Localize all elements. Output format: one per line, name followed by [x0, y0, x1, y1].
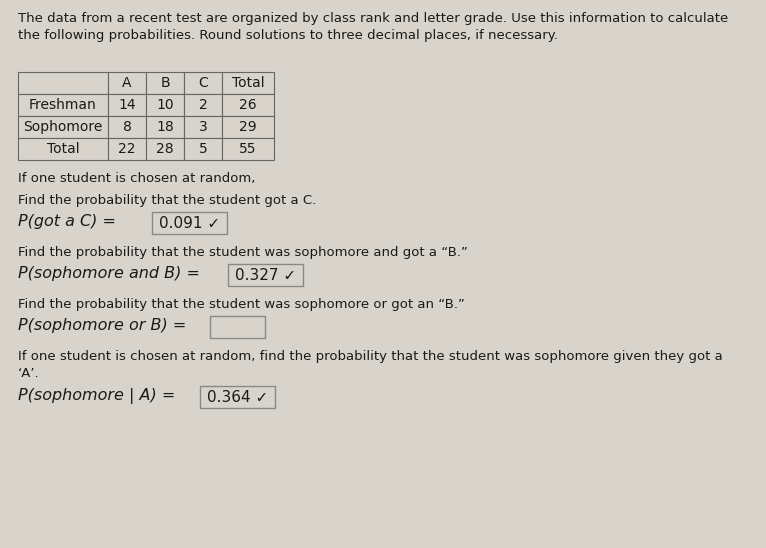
Bar: [228, 264, 303, 286]
Bar: [108, 72, 146, 94]
Text: P(got a C) =: P(got a C) =: [18, 214, 116, 229]
Text: B: B: [160, 76, 170, 90]
Text: The data from a recent test are organized by class rank and letter grade. Use th: The data from a recent test are organize…: [18, 12, 728, 42]
Bar: [222, 138, 274, 160]
Text: 8: 8: [123, 120, 132, 134]
Text: 0.327 ✓: 0.327 ✓: [235, 267, 296, 283]
Text: 28: 28: [156, 142, 174, 156]
Text: Find the probability that the student was sophomore and got a “B.”: Find the probability that the student wa…: [18, 246, 468, 259]
Bar: [222, 116, 274, 138]
Bar: [18, 72, 108, 94]
Text: A: A: [123, 76, 132, 90]
Text: P(sophomore or B) =: P(sophomore or B) =: [18, 318, 186, 333]
Bar: [222, 94, 274, 116]
Bar: [18, 94, 108, 116]
Bar: [146, 72, 184, 94]
Text: Total: Total: [47, 142, 80, 156]
Text: 55: 55: [239, 142, 257, 156]
Text: 14: 14: [118, 98, 136, 112]
Bar: [184, 116, 222, 138]
Text: P(sophomore | A) =: P(sophomore | A) =: [18, 388, 175, 404]
Bar: [184, 94, 222, 116]
Text: Sophomore: Sophomore: [23, 120, 103, 134]
Text: If one student is chosen at random, find the probability that the student was so: If one student is chosen at random, find…: [18, 350, 723, 380]
Bar: [108, 138, 146, 160]
Text: 22: 22: [118, 142, 136, 156]
Text: 26: 26: [239, 98, 257, 112]
Text: Find the probability that the student got a C.: Find the probability that the student go…: [18, 194, 316, 207]
Bar: [200, 386, 275, 408]
Bar: [108, 116, 146, 138]
Bar: [184, 138, 222, 160]
Text: 3: 3: [198, 120, 208, 134]
Text: 2: 2: [198, 98, 208, 112]
Bar: [210, 316, 265, 338]
Text: If one student is chosen at random,: If one student is chosen at random,: [18, 172, 255, 185]
Text: 29: 29: [239, 120, 257, 134]
Bar: [18, 116, 108, 138]
Text: 0.364 ✓: 0.364 ✓: [207, 390, 268, 404]
Bar: [146, 138, 184, 160]
Text: 18: 18: [156, 120, 174, 134]
Bar: [222, 72, 274, 94]
Text: 5: 5: [198, 142, 208, 156]
Bar: [152, 212, 227, 234]
Bar: [18, 138, 108, 160]
Text: Find the probability that the student was sophomore or got an “B.”: Find the probability that the student wa…: [18, 298, 465, 311]
Text: Total: Total: [231, 76, 264, 90]
Bar: [146, 94, 184, 116]
Text: 0.091 ✓: 0.091 ✓: [159, 215, 220, 231]
Text: C: C: [198, 76, 208, 90]
Text: Freshman: Freshman: [29, 98, 97, 112]
Bar: [108, 94, 146, 116]
Text: 10: 10: [156, 98, 174, 112]
Text: P(sophomore and B) =: P(sophomore and B) =: [18, 266, 200, 281]
Bar: [184, 72, 222, 94]
Bar: [146, 116, 184, 138]
